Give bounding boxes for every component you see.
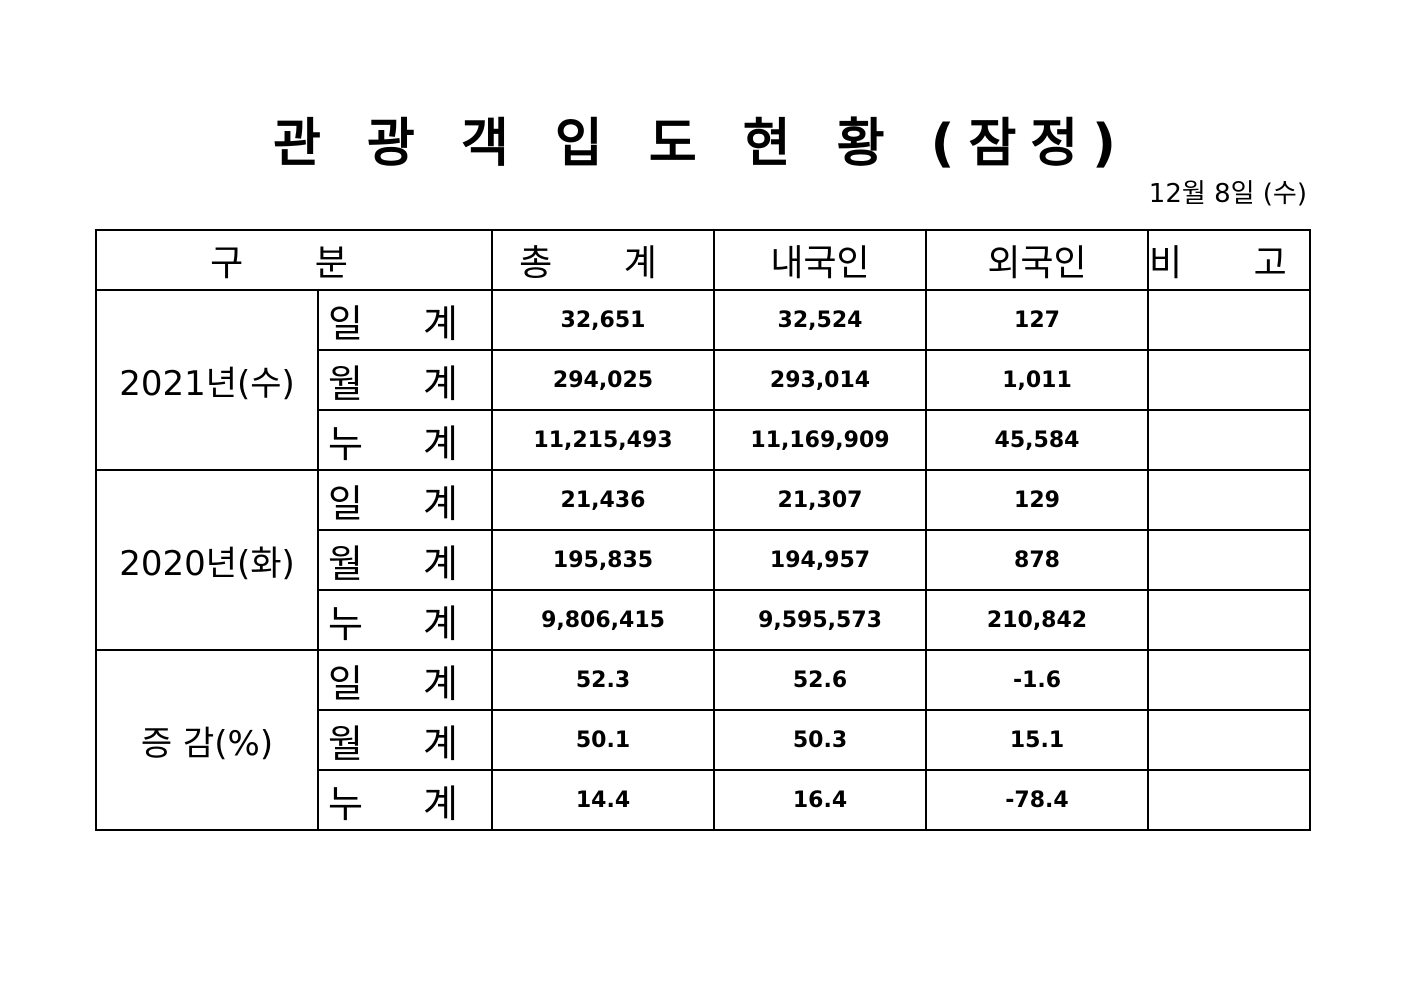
header-foreign: 외국인 [925,229,1149,291]
foreign-value: 129 [925,469,1149,531]
row-label: 누 계 [317,589,493,651]
domestic-value: 9,595,573 [713,589,927,651]
foreign-value: 1,011 [925,349,1149,411]
table-row: 월 계 294,025 293,014 1,011 [96,349,1311,411]
total-value: 21,436 [491,469,715,531]
note-value [1147,289,1311,351]
note-value [1147,349,1311,411]
foreign-value: 210,842 [925,589,1149,651]
table-row: 누 계 11,215,493 11,169,909 45,584 [96,409,1311,471]
domestic-value: 50.3 [713,709,927,771]
foreign-value: -1.6 [925,649,1149,711]
total-value: 32,651 [491,289,715,351]
table-row: 월 계 50.1 50.3 15.1 [96,709,1311,771]
group-label-2021: 2021년(수) [95,289,319,471]
total-value: 9,806,415 [491,589,715,651]
table-row: 누 계 9,806,415 9,595,573 210,842 [96,589,1311,651]
total-value: 14.4 [491,769,715,831]
foreign-value: 15.1 [925,709,1149,771]
total-value: 11,215,493 [491,409,715,471]
note-value [1147,409,1311,471]
row-label: 누 계 [317,769,493,831]
group-label-2020: 2020년(화) [95,469,319,651]
note-value [1147,529,1311,591]
foreign-value: 127 [925,289,1149,351]
foreign-value: 878 [925,529,1149,591]
domestic-value: 21,307 [713,469,927,531]
total-value: 195,835 [491,529,715,591]
foreign-value: -78.4 [925,769,1149,831]
note-value [1147,469,1311,531]
table-row: 2020년(화) 일 계 21,436 21,307 129 [95,469,1311,651]
domestic-value: 32,524 [713,289,927,351]
row-label: 누 계 [317,409,493,471]
header-domestic: 내국인 [713,229,927,291]
domestic-value: 194,957 [713,529,927,591]
group-label-change: 증 감(%) [95,649,319,831]
document-date: 12월 8일 (수) [1148,179,1307,209]
table-row: 월 계 195,835 194,957 878 [96,529,1311,591]
table-row: 증 감(%) 일 계 52.3 52.6 -1.6 [95,649,1311,831]
row-label: 일 계 [317,469,493,531]
header-category: 구 분 [95,229,493,291]
row-label: 일 계 [317,649,493,711]
note-value [1147,649,1311,711]
table-row: 누 계 14.4 16.4 -78.4 [96,769,1311,831]
row-label: 월 계 [317,709,493,771]
total-value: 294,025 [491,349,715,411]
domestic-value: 52.6 [713,649,927,711]
note-value [1147,769,1311,831]
header-note: 비 고 [1147,229,1311,291]
tourist-arrivals-table: 구 분 총 계 내국인 외국인 비 고 2021년(수) 일 계 32,651 … [95,229,1311,831]
total-value: 52.3 [491,649,715,711]
note-value [1147,709,1311,771]
document-title: 관 광 객 입 도 현 황 (잠정) [273,114,1130,174]
row-label: 월 계 [317,349,493,411]
domestic-value: 16.4 [713,769,927,831]
note-value [1147,589,1311,651]
foreign-value: 45,584 [925,409,1149,471]
table-row: 2021년(수) 일 계 32,651 32,524 127 [95,289,1311,471]
total-value: 50.1 [491,709,715,771]
domestic-value: 293,014 [713,349,927,411]
row-label: 일 계 [317,289,493,351]
header-row: 구 분 총 계 내국인 외국인 비 고 [95,229,1311,291]
domestic-value: 11,169,909 [713,409,927,471]
header-total: 총 계 [491,229,715,291]
row-label: 월 계 [317,529,493,591]
